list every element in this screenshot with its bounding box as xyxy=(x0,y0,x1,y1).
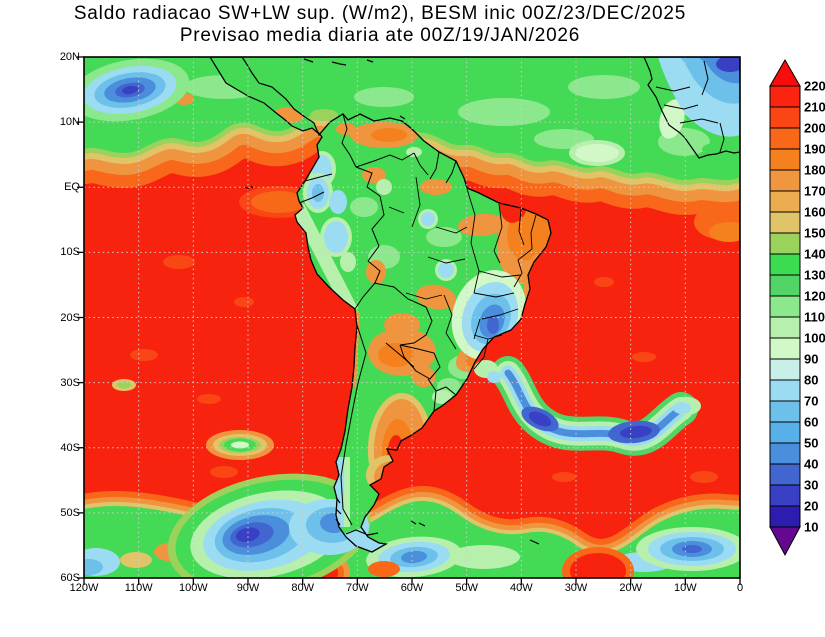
island-trinidad xyxy=(399,115,406,120)
x-axis-label: 100W xyxy=(178,582,208,594)
colorbar-label: 50 xyxy=(804,436,818,451)
chile-fjords xyxy=(335,496,342,526)
islands-falklands xyxy=(410,520,426,527)
island-puerto-rico xyxy=(366,59,374,63)
colorbar-label: 60 xyxy=(804,415,818,430)
colorbar-label: 130 xyxy=(804,268,825,283)
colorbar-segment xyxy=(769,253,801,276)
colorbar-segment xyxy=(769,484,801,507)
map-plot-area xyxy=(77,56,741,585)
x-axis-label: 70W xyxy=(346,582,369,594)
colorbar-label: 200 xyxy=(804,121,825,136)
colorbar-segment xyxy=(769,190,801,213)
colorbar-segment xyxy=(769,127,801,150)
x-axis-label: 30W xyxy=(564,582,588,594)
colorbar-label: 190 xyxy=(804,142,825,157)
brazil-state-borders xyxy=(388,176,537,370)
colorbar-label: 90 xyxy=(804,352,818,367)
y-axis-label: 60S xyxy=(60,572,80,584)
colorbar-label: 160 xyxy=(804,205,825,220)
colorbar-segment xyxy=(769,442,801,465)
gridlines xyxy=(84,57,740,578)
colorbar-top-arrow xyxy=(769,58,801,87)
x-axis-label: 60W xyxy=(400,582,424,594)
colorbar-label: 20 xyxy=(804,499,818,514)
southern-ocean-band xyxy=(84,501,740,578)
colorbar-label: 80 xyxy=(804,373,818,388)
colorbar-label: 210 xyxy=(804,100,825,115)
colorbar-segment xyxy=(769,295,801,318)
y-axis-label: EQ xyxy=(64,181,80,194)
x-axis-label: 20W xyxy=(619,582,642,594)
colorbar-label: 220 xyxy=(804,79,825,94)
x-axis-label: 110W xyxy=(124,582,153,594)
colorbar-segment xyxy=(769,106,801,129)
y-axis-label: 20N xyxy=(59,51,80,63)
colorbar: 220 210 200 190 180 170 160 150 140 130 120 110 100 9… xyxy=(766,58,825,558)
equatorial-atlantic-mint-spot xyxy=(569,140,625,166)
x-axis-label: 40W xyxy=(510,582,533,594)
x-axis-label: 0 xyxy=(736,582,744,594)
colorbar-segment xyxy=(769,148,801,171)
x-axis-label: 80W xyxy=(291,582,314,594)
colorbar-segment xyxy=(769,232,801,255)
colorbar-segment xyxy=(769,400,801,423)
colorbar-segment xyxy=(769,211,801,234)
colorbar-label: 170 xyxy=(804,184,825,199)
colorbar-label: 10 xyxy=(804,520,818,535)
x-axis-label: 90W xyxy=(236,582,260,594)
y-axis-label: 50S xyxy=(60,506,80,519)
northeast-pacific-blue-minimum xyxy=(84,58,190,122)
y-axis-label: 10N xyxy=(59,116,80,129)
colorbar-segment xyxy=(769,316,801,339)
colorbar-label: 30 xyxy=(804,478,818,493)
africa-borders xyxy=(655,60,725,153)
y-axis-label: 40S xyxy=(60,441,80,454)
colorbar-segment xyxy=(769,85,801,108)
colorbar-label: 150 xyxy=(804,226,825,241)
island-jamaica xyxy=(303,58,314,63)
colorbar-segment xyxy=(769,337,801,360)
south-atlantic-blue-arc xyxy=(474,360,701,446)
colorbar-segment xyxy=(769,421,801,444)
x-axis-label: 120W xyxy=(69,582,99,594)
colorbar-segment xyxy=(769,463,801,486)
colorbar-segment xyxy=(769,274,801,297)
plot-frame xyxy=(83,56,741,579)
plot-title: Saldo radiacao SW+LW sup. (W/m2), BESM i… xyxy=(73,3,687,24)
colorbar-label: 70 xyxy=(804,394,818,409)
colorbar-svg: 220 210 200 190 180 170 160 150 140 130 120 110 100 9… xyxy=(769,58,825,557)
magellan-strait xyxy=(345,529,379,536)
colorbar-segment xyxy=(769,379,801,402)
colorbar-segment xyxy=(769,358,801,381)
colorbar-segment xyxy=(769,505,801,528)
country-borders xyxy=(244,58,725,545)
colorbar-bottom-arrow xyxy=(769,526,801,557)
colorbar-label: 140 xyxy=(804,247,825,262)
islands-and-details xyxy=(244,58,540,545)
y-axis-label: 10S xyxy=(60,246,80,259)
plot-subtitle: Previsao media diaria ate 00Z/19/JAN/202… xyxy=(179,25,581,46)
axis-ticks xyxy=(77,56,741,585)
y-axis-label: 30S xyxy=(60,376,80,389)
y-axis-label: 20S xyxy=(60,311,80,324)
x-axis-label: 10W xyxy=(674,582,697,594)
x-axis-label: 50W xyxy=(455,582,478,594)
colorbar-segment xyxy=(769,169,801,192)
colorbar-label: 110 xyxy=(804,310,825,325)
colorbar-label: 40 xyxy=(804,457,818,472)
island-hispaniola xyxy=(331,61,347,66)
island-south-georgia xyxy=(529,539,540,545)
island-galapagos xyxy=(244,185,254,190)
colorbar-label: 180 xyxy=(804,163,825,178)
colorbar-label: 120 xyxy=(804,289,825,304)
colorbar-label: 100 xyxy=(804,331,825,346)
